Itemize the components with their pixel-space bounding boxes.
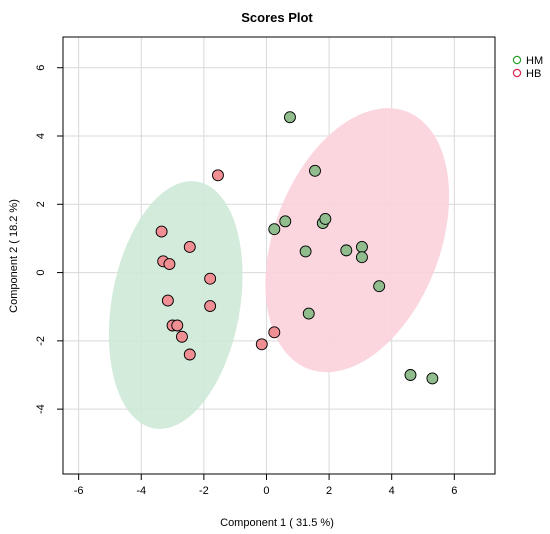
- x-axis-label: Component 1 ( 31.5 %): [220, 517, 334, 529]
- point-hb: [268, 326, 281, 339]
- point-hb: [161, 294, 174, 307]
- ellipse-hm: [108, 181, 243, 429]
- confidence-ellipses: [108, 108, 450, 429]
- point-hb: [204, 272, 217, 285]
- point-hm: [340, 244, 353, 257]
- point-hm: [302, 307, 315, 320]
- x-tick-label: -6: [74, 485, 84, 497]
- point-hm: [426, 372, 439, 385]
- point-hb: [183, 348, 196, 361]
- x-tick-label: -4: [136, 485, 146, 497]
- point-hm: [268, 223, 281, 236]
- point-hm: [309, 164, 321, 177]
- y-tick-label: 2: [35, 201, 47, 207]
- x-axis-ticks: -6 -4 -2 0 2 4 6: [74, 474, 457, 497]
- point-hm: [373, 280, 386, 293]
- legend-label-hb: HB: [526, 68, 541, 80]
- point-hm: [279, 215, 292, 228]
- x-tick-label: 2: [326, 485, 332, 497]
- chart-title: Scores Plot: [241, 10, 313, 25]
- y-tick-label: -2: [35, 336, 47, 346]
- point-hm: [356, 241, 368, 253]
- point-hb: [155, 225, 168, 238]
- point-hb: [255, 338, 268, 351]
- point-hm: [284, 111, 296, 124]
- point-hb: [163, 258, 176, 270]
- plot-frame: [62, 36, 496, 475]
- y-axis-label: Component 2 ( 18.2 %): [8, 199, 20, 313]
- legend-marker-hm: [512, 55, 522, 65]
- x-tick-label: -2: [199, 485, 209, 497]
- x-tick-label: 6: [451, 485, 457, 497]
- point-hb: [171, 319, 184, 332]
- point-hm: [299, 245, 312, 258]
- y-tick-label: 4: [35, 133, 47, 139]
- ellipse-hb: [265, 108, 450, 373]
- legend-label-hm: HM: [526, 55, 543, 67]
- y-tick-label: 6: [35, 65, 47, 71]
- point-hm: [319, 213, 332, 225]
- point-hb: [176, 330, 188, 343]
- point-hm: [404, 369, 417, 381]
- point-hm: [356, 251, 368, 264]
- point-hb: [204, 300, 217, 312]
- legend-marker-hb: [512, 68, 522, 78]
- y-tick-label: -4: [35, 404, 47, 414]
- x-tick-label: 4: [389, 485, 395, 497]
- y-axis-ticks: -4 -2 0 2 4 6: [35, 65, 63, 414]
- y-tick-label: 0: [35, 270, 47, 276]
- x-tick-label: 0: [263, 485, 269, 497]
- data-points: [155, 111, 439, 385]
- point-hb: [183, 241, 196, 253]
- point-hb: [212, 169, 224, 182]
